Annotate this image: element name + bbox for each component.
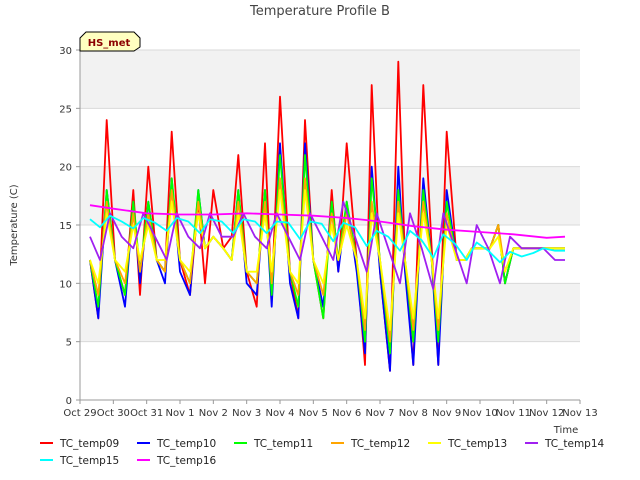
x-tick-label: Nov 7 [365,408,394,419]
y-tick-label: 20 [59,163,72,174]
legend-label: TC_temp13 [447,438,507,450]
x-tick-label: Nov 1 [165,408,194,419]
x-tick-label: Nov 4 [265,408,294,419]
x-tick-label: Nov 10 [462,408,497,419]
series-line-tc_temp15 [89,214,565,264]
y-tick-label: 0 [66,396,72,407]
x-tick-label: Oct 31 [130,408,163,419]
x-tick-label: Nov 13 [562,408,597,419]
x-tick-label: Nov 2 [199,408,228,419]
badge-box [79,31,141,52]
chart-title: Temperature Profile B [249,4,390,19]
x-axis-label: Time [553,425,578,436]
hs-met-badge: HS_met [79,31,141,52]
badge-label: HS_met [88,38,131,49]
series-line-tc_temp14 [89,200,565,291]
axes: 0 5 10 15 20 25 30 Oct 29 Oct 30 Oct 31 Nov 1 Nov 2… [59,46,597,419]
x-tick-label: Nov 8 [399,408,428,419]
legend-label: TC_temp10 [156,438,216,450]
x-tick-label: Nov 6 [332,408,361,419]
plot-band [80,341,580,400]
y-axis-label: Temperature (C) [9,184,20,266]
x-tick-label: Nov 12 [529,408,564,419]
series-layer [89,60,566,372]
y-tick-label: 15 [59,221,72,232]
plot-band [80,108,580,167]
plot-band [80,50,580,109]
x-tick-label: Oct 29 [63,408,96,419]
series-line-tc_temp16 [89,204,566,239]
x-tick-label: Nov 9 [432,408,461,419]
y-tick-label: 25 [59,104,72,115]
legend-label: TC_temp12 [350,438,410,450]
legend-label: TC_temp15 [59,455,119,467]
y-tick-label: 5 [66,338,72,349]
legend-label: TC_temp11 [253,438,313,450]
x-tick-label: Nov 11 [496,408,531,419]
legend-label: TC_temp09 [59,438,119,450]
x-tick-label: Nov 3 [232,408,261,419]
legend: TC_temp09 TC_temp10 TC_temp11 TC_temp12 TC_t… [40,438,605,467]
x-tick-label: Nov 5 [299,408,328,419]
x-tick-label: Oct 30 [97,408,130,419]
legend-label: TC_temp16 [156,455,217,467]
legend-label: TC_temp14 [544,438,605,450]
y-tick-label: 30 [59,46,72,57]
y-tick-label: 10 [59,279,72,290]
plot-band [80,283,580,342]
